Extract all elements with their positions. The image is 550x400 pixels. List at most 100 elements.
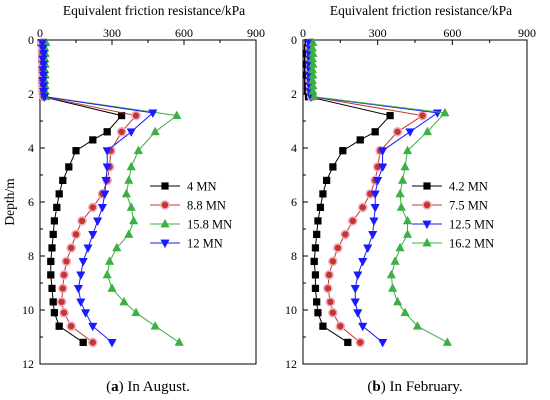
data-point xyxy=(73,285,84,294)
data-point xyxy=(124,229,134,238)
data-point xyxy=(405,128,415,137)
data-point xyxy=(422,126,433,136)
data-point xyxy=(116,127,127,137)
series-line-16-2-mn xyxy=(311,42,448,343)
data-point xyxy=(402,215,413,225)
data-point xyxy=(83,244,93,254)
data-point xyxy=(387,283,398,292)
data-point xyxy=(432,109,443,119)
y-tick-label: 10 xyxy=(285,303,297,317)
data-point xyxy=(37,39,48,48)
x-axis-label: Equivalent friction resistance/kPa xyxy=(330,3,512,18)
data-point xyxy=(55,322,63,330)
data-point xyxy=(58,283,68,294)
data-point xyxy=(66,321,76,331)
data-point xyxy=(386,111,394,120)
series-line-15-8-mn xyxy=(44,42,180,343)
data-point xyxy=(131,307,141,317)
x-tick-label: 300 xyxy=(103,26,121,40)
legend-label: 7.5 MN xyxy=(449,199,488,213)
data-point xyxy=(59,176,67,185)
legend-label: 15.8 MN xyxy=(187,218,232,232)
data-point xyxy=(325,297,336,307)
data-point xyxy=(47,257,55,266)
x-tick-label: 600 xyxy=(443,26,461,40)
data-point xyxy=(378,163,388,173)
data-point xyxy=(340,229,351,240)
data-point xyxy=(55,190,63,198)
data-point xyxy=(369,217,379,227)
data-point xyxy=(80,309,91,318)
y-tick-label: 2 xyxy=(291,87,297,101)
data-point xyxy=(50,217,59,225)
y-tick-label: 2 xyxy=(28,87,34,101)
y-tick-label: 0 xyxy=(291,33,297,47)
legend-label: 16.2 MN xyxy=(449,237,494,251)
data-point xyxy=(373,177,383,186)
data-point xyxy=(49,298,57,306)
data-point xyxy=(133,145,144,155)
data-point xyxy=(311,284,320,293)
data-point xyxy=(363,244,373,254)
data-point xyxy=(316,203,325,212)
series-16-2-mn xyxy=(307,37,452,346)
data-point xyxy=(88,231,98,240)
data-point xyxy=(370,204,380,213)
data-point xyxy=(350,285,360,294)
data-point xyxy=(319,190,327,198)
data-point xyxy=(104,256,115,265)
legend-marker xyxy=(160,200,170,210)
data-point xyxy=(358,322,368,332)
data-point xyxy=(174,337,184,346)
data-point xyxy=(49,230,57,239)
data-point xyxy=(370,190,380,200)
data-point xyxy=(329,163,337,171)
data-point xyxy=(38,44,48,54)
data-point xyxy=(396,202,406,211)
data-point xyxy=(121,188,132,198)
data-point xyxy=(309,91,319,101)
data-point xyxy=(112,242,122,252)
data-point xyxy=(88,337,98,348)
data-point xyxy=(56,297,67,307)
data-point xyxy=(172,110,182,119)
data-point xyxy=(88,202,98,213)
data-point xyxy=(76,271,86,281)
data-point xyxy=(392,127,403,137)
x-tick-label: 300 xyxy=(369,26,387,40)
legend-label: 4.2 MN xyxy=(449,180,488,194)
data-point xyxy=(148,109,158,119)
data-point xyxy=(50,309,59,317)
data-point xyxy=(328,256,338,267)
data-point xyxy=(47,271,55,279)
data-point xyxy=(131,110,141,121)
data-point xyxy=(119,296,129,306)
data-point xyxy=(107,339,117,348)
x-axis-label: Equivalent friction resistance/kPa xyxy=(63,3,245,18)
data-point xyxy=(397,175,408,184)
x-tick-label: 0 xyxy=(37,26,43,40)
data-point xyxy=(417,110,428,121)
y-tick-label: 8 xyxy=(291,249,297,263)
data-point xyxy=(402,229,413,238)
chart-panel-a: 0 300 600 900 0 2 4 6 8 10 12 Equivalent friction r… xyxy=(2,3,265,395)
data-point xyxy=(442,337,452,346)
data-point xyxy=(103,128,111,136)
data-point xyxy=(311,271,320,279)
data-point xyxy=(328,307,338,318)
data-point xyxy=(386,269,396,279)
y-tick-label: 0 xyxy=(28,33,34,47)
data-point xyxy=(126,161,136,171)
legend-marker xyxy=(160,218,170,228)
data-point xyxy=(102,269,112,279)
data-point xyxy=(38,77,48,86)
data-point xyxy=(77,216,87,226)
y-tick-label: 12 xyxy=(285,357,297,371)
data-point xyxy=(76,298,86,308)
data-point xyxy=(124,175,134,184)
data-point xyxy=(344,338,352,347)
legend-marker xyxy=(422,200,432,210)
data-point xyxy=(357,202,368,213)
x-tick-label: 0 xyxy=(300,26,306,40)
data-point xyxy=(324,270,334,280)
